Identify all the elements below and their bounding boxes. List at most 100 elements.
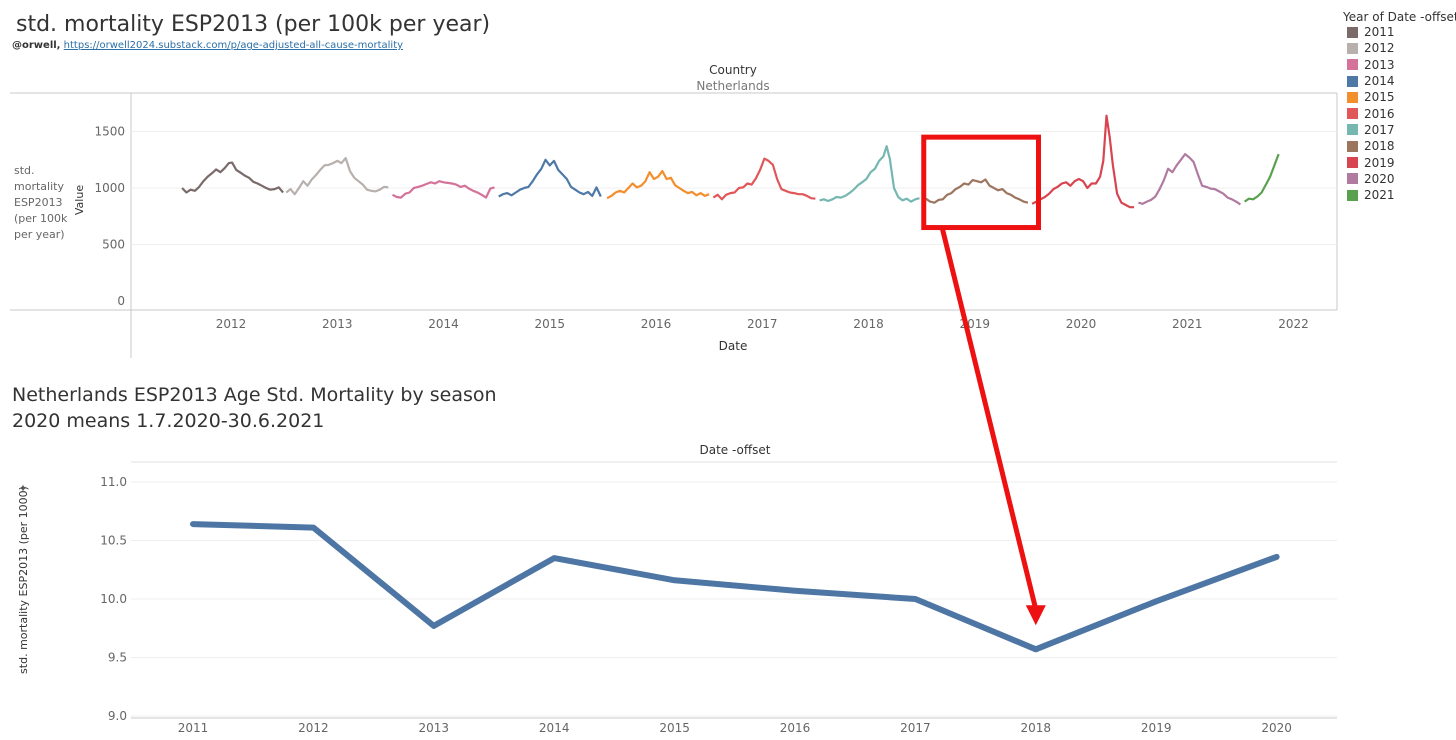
legend-label: 2018 [1364, 139, 1395, 154]
legend-label: 2019 [1364, 155, 1395, 170]
legend-swatch [1347, 26, 1358, 38]
top-chart-facet-label: Netherlands [696, 79, 769, 93]
legend: Year of Date -offset 2011 2012 2013 2014 201… [1343, 10, 1456, 203]
bottom-chart-x-tick: 2016 [780, 721, 811, 735]
legend-item-2014[interactable]: 2014 [1343, 73, 1456, 89]
top-chart-x-tick: 2018 [853, 317, 884, 331]
bottom-chart-y-tick: 9.0 [108, 709, 127, 723]
legend-label: 2011 [1364, 25, 1395, 40]
bottom-chart-y-tick: 10.0 [100, 592, 127, 606]
bottom-chart-x-tick: 2014 [539, 721, 570, 735]
top-chart-x-tick: 2020 [1066, 317, 1097, 331]
bottom-chart-x-tick: 2020 [1261, 721, 1292, 735]
top-chart-x-tick: 2014 [428, 317, 459, 331]
top-chart-header-label: Country [709, 63, 757, 77]
bottom-chart-x-tick: 2011 [178, 721, 209, 735]
series-line-2018 [925, 178, 1029, 204]
bottom-chart-x-tick: 2017 [900, 721, 931, 735]
legend-title: Year of Date -offset [1343, 10, 1456, 24]
top-chart-y-tick: 500 [102, 238, 125, 252]
season-mortality-line [190, 521, 1280, 653]
legend-item-2016[interactable]: 2016 [1343, 105, 1456, 121]
series-line-2021 [1243, 153, 1280, 203]
bottom-chart-x-tick: 2019 [1141, 721, 1172, 735]
legend-item-2013[interactable]: 2013 [1343, 57, 1456, 73]
series-line-2017 [819, 145, 920, 203]
chart-title: std. mortality ESP2013 (per 100k per yea… [16, 12, 491, 37]
legend-swatch [1347, 91, 1358, 103]
legend-swatch [1347, 42, 1358, 54]
second-chart-title-line2: 2020 means 1.7.2020-30.6.2021 [12, 410, 325, 432]
legend-swatch [1347, 59, 1358, 71]
legend-item-2018[interactable]: 2018 [1343, 138, 1456, 154]
legend-swatch [1347, 108, 1358, 120]
legend-swatch [1347, 124, 1358, 136]
bottom-chart-x-tick: 2013 [419, 721, 450, 735]
legend-item-2015[interactable]: 2015 [1343, 89, 1456, 105]
second-chart-title-line1: Netherlands ESP2013 Age Std. Mortality b… [12, 384, 497, 406]
legend-swatch [1347, 140, 1358, 152]
top-chart-y-axis-label: Value [73, 185, 86, 215]
second-chart-title: Netherlands ESP2013 Age Std. Mortality b… [12, 382, 497, 434]
bottom-chart-x-tick: 2015 [659, 721, 690, 735]
top-chart-y-tick: 1500 [94, 125, 125, 139]
legend-items: 2011 2012 2013 2014 2015 2016 2017 2018 2019 2020… [1343, 24, 1456, 203]
series-line-2011 [181, 161, 284, 194]
legend-swatch [1347, 75, 1358, 87]
charts-canvas: Country Netherlands 0 500 1000 1500 Value std. m… [10, 63, 1338, 735]
bottom-chart-x-tick: 2018 [1021, 721, 1052, 735]
legend-item-2012[interactable]: 2012 [1343, 40, 1456, 56]
legend-item-2011[interactable]: 2011 [1343, 24, 1456, 40]
series-line-2015 [606, 170, 710, 200]
series-line-2013 [391, 180, 495, 199]
legend-label: 2021 [1364, 188, 1395, 203]
pin-icon: ✦ [17, 483, 30, 492]
legend-swatch [1347, 189, 1358, 201]
bottom-chart-y-tick: 10.5 [100, 534, 127, 548]
legend-label: 2014 [1364, 74, 1395, 89]
series-line-2019 [1031, 114, 1135, 209]
bottom-chart-y-tick: 11.0 [100, 475, 127, 489]
bottom-chart-y-axis-label: std. mortality ESP2013 (per 1000) [17, 486, 30, 674]
top-chart-x-tick: 2012 [216, 317, 247, 331]
top-chart-x-tick: 2022 [1278, 317, 1309, 331]
top-chart-y-tick: 0 [117, 294, 125, 308]
bottom-chart-x-tick: 2012 [298, 721, 329, 735]
top-chart-x-tick: 2021 [1172, 317, 1203, 331]
top-chart-row-label-line: ESP2013 [14, 196, 63, 209]
series-line-2016 [712, 157, 816, 201]
bottom-chart-y-tick: 9.5 [108, 651, 127, 665]
legend-label: 2015 [1364, 90, 1395, 105]
highlight-box [921, 134, 1041, 231]
legend-label: 2016 [1364, 106, 1395, 121]
legend-swatch [1347, 157, 1358, 169]
legend-item-2021[interactable]: 2021 [1343, 187, 1456, 203]
top-chart-row-label-line: (per 100k [14, 212, 68, 225]
top-chart-x-tick: 2015 [534, 317, 565, 331]
top-chart-x-tick: 2017 [747, 317, 778, 331]
author-handle: @orwell, [12, 40, 61, 51]
legend-label: 2017 [1364, 122, 1395, 137]
top-chart-row-label-line: mortality [14, 180, 64, 193]
top-chart-x-tick: 2016 [641, 317, 672, 331]
legend-label: 2012 [1364, 41, 1395, 56]
legend-label: 2020 [1364, 171, 1395, 186]
series-line-2014 [498, 158, 602, 198]
top-chart-x-tick: 2013 [322, 317, 353, 331]
top-chart-x-axis-label: Date [719, 339, 748, 353]
legend-swatch [1347, 173, 1358, 185]
annotation-arrow-shaft [939, 226, 1039, 610]
legend-item-2019[interactable]: 2019 [1343, 154, 1456, 170]
legend-label: 2013 [1364, 57, 1395, 72]
legend-item-2017[interactable]: 2017 [1343, 122, 1456, 138]
series-line-2020 [1138, 153, 1242, 206]
top-chart-y-tick: 1000 [94, 181, 125, 195]
top-chart-row-label-line: per year) [14, 228, 65, 241]
bottom-chart-header-label: Date -offset [700, 443, 771, 457]
chart-subtitle: @orwell, https://orwell2024.substack.com… [12, 40, 403, 51]
legend-item-2020[interactable]: 2020 [1343, 171, 1456, 187]
series-line-2012 [285, 157, 389, 196]
source-link[interactable]: https://orwell2024.substack.com/p/age-ad… [63, 40, 404, 51]
annotation-arrow-head [1025, 605, 1046, 626]
top-chart-row-label-line: std. [14, 164, 35, 177]
